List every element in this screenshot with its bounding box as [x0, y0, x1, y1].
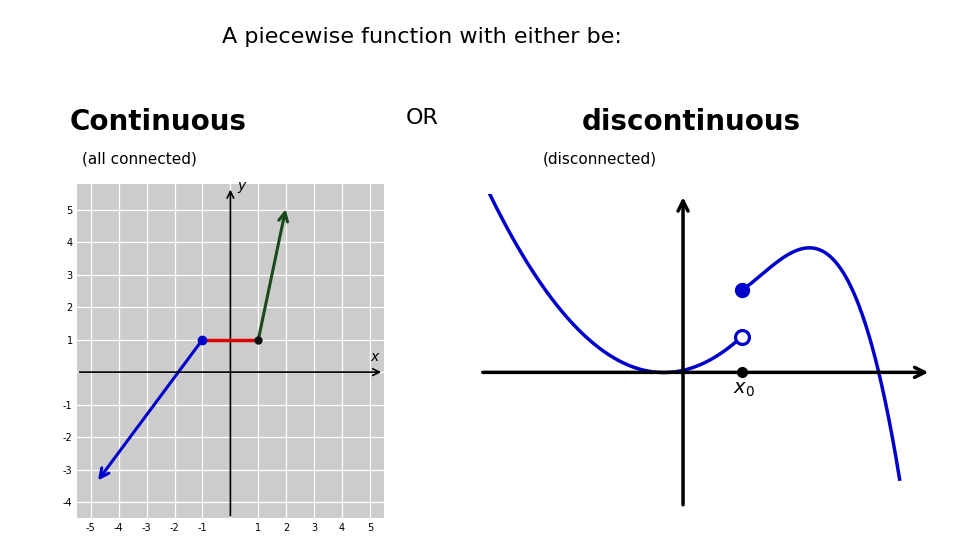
Text: x: x [371, 350, 378, 364]
Text: (all connected): (all connected) [82, 151, 197, 166]
Text: (disconnected): (disconnected) [542, 151, 657, 166]
Text: A piecewise function with either be:: A piecewise function with either be: [223, 27, 622, 47]
Text: y: y [237, 179, 246, 193]
Text: $x_0$: $x_0$ [733, 380, 755, 399]
Text: discontinuous: discontinuous [582, 108, 801, 136]
Text: OR: OR [406, 108, 439, 128]
Text: Continuous: Continuous [70, 108, 247, 136]
